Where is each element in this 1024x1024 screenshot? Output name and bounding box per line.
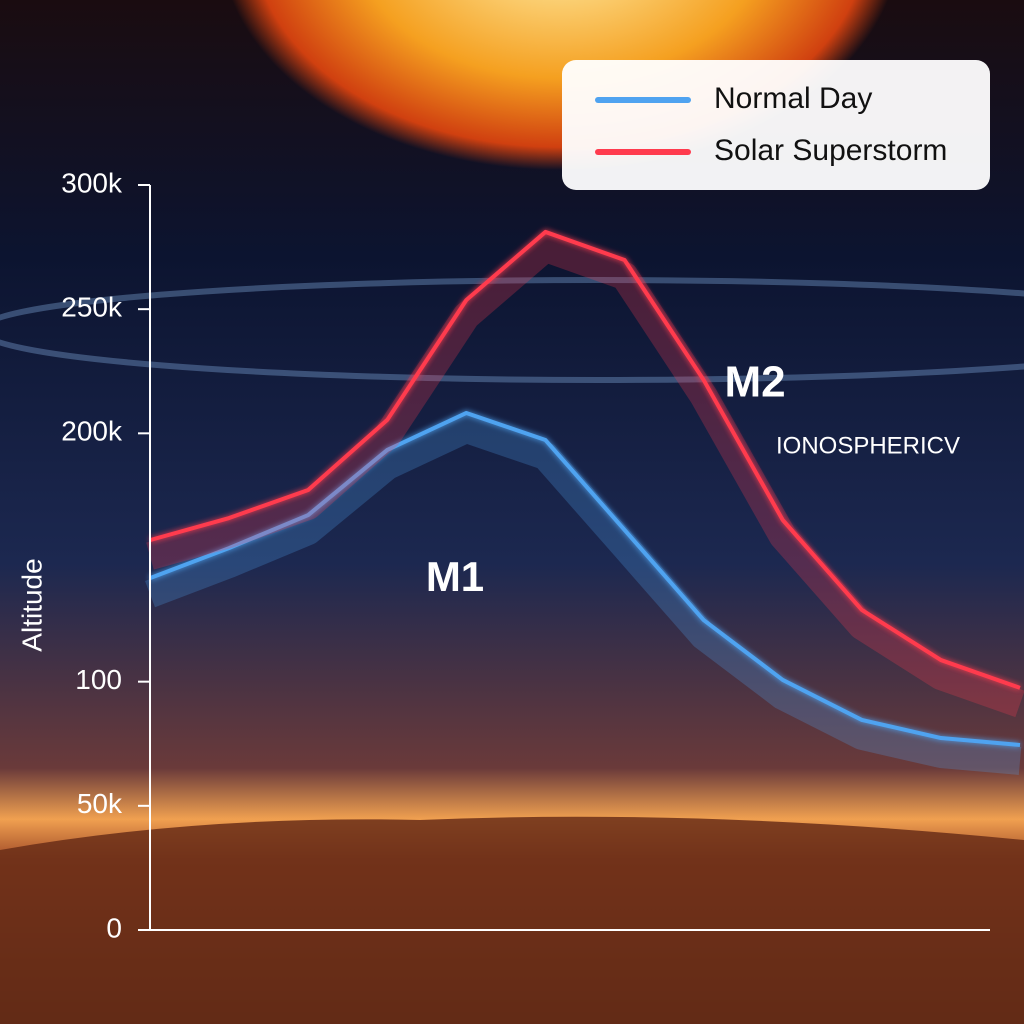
y-tick-label: 50k (77, 788, 123, 819)
y-tick-label: 100 (75, 664, 122, 695)
y-tick-label: 0 (106, 912, 122, 943)
series-ribbon (146, 233, 1024, 718)
y-tick-label: 200k (61, 416, 123, 447)
annotation: M2 (724, 358, 785, 407)
series-line (149, 229, 1021, 690)
annotation: IONOSPHERICV (776, 432, 960, 459)
y-axis-label: Altitude (16, 558, 47, 651)
legend-label: Normal Day (714, 82, 872, 115)
series-line (149, 410, 1021, 747)
y-tick-label: 250k (61, 292, 123, 323)
y-tick-label: 300k (61, 167, 123, 198)
horizon-glow (0, 277, 1024, 383)
ground (0, 816, 1024, 1024)
legend-box (562, 60, 990, 190)
legend-label: Solar Superstorm (714, 134, 947, 167)
plot (145, 229, 1024, 775)
annotation: M1 (426, 553, 484, 600)
series-ribbon (145, 414, 1022, 775)
